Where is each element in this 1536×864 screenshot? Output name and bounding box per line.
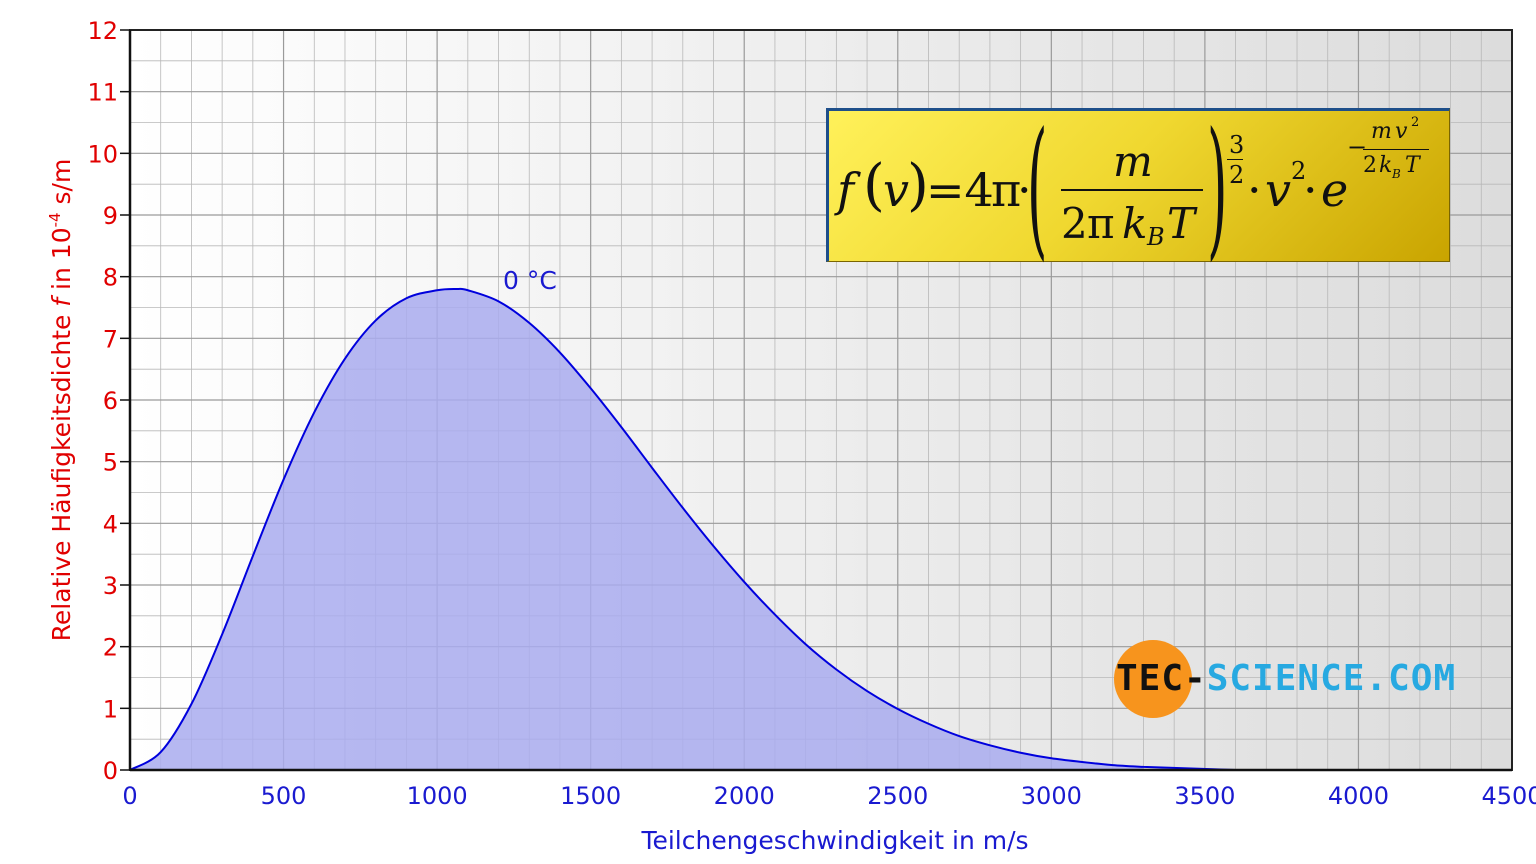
formula-f: f bbox=[837, 163, 855, 217]
series-area-fill bbox=[130, 288, 1144, 770]
formula-e-num-m: m bbox=[1371, 119, 1392, 144]
formula-exp-den: 2 bbox=[1229, 161, 1245, 189]
formula-v: v bbox=[883, 163, 909, 217]
formula-denom-k: k bbox=[1122, 199, 1148, 248]
tec-science-logo: TEC-SCIENCE.COM bbox=[1112, 640, 1492, 720]
x-tick-labels: 0 500 1000 1500 2000 2500 3000 3500 4000 4500 bbox=[122, 782, 1536, 810]
x-tick-label: 1000 bbox=[407, 782, 468, 810]
y-tick-label: 4 bbox=[103, 510, 118, 538]
formula-dot-3: · bbox=[1303, 163, 1318, 217]
formula-denom-2: 2 bbox=[1061, 199, 1088, 248]
formula-e-den-k: k bbox=[1379, 153, 1393, 178]
formula-v2-exp: 2 bbox=[1291, 157, 1307, 185]
y-tick-label: 8 bbox=[103, 264, 118, 292]
formula-e-fraction-bar bbox=[1363, 149, 1429, 150]
formula-v2-v: v bbox=[1265, 163, 1291, 217]
formula-e-minus: − bbox=[1347, 133, 1368, 161]
y-tick-label: 3 bbox=[103, 572, 118, 600]
formula-big-rparen: ) bbox=[1207, 101, 1228, 275]
x-tick-label: 2000 bbox=[714, 782, 775, 810]
formula-box: f ( v ) =4 π · ( m 2 π k B T ) 3 2 · v 2… bbox=[826, 101, 1450, 275]
formula-e-den-2: 2 bbox=[1363, 153, 1377, 178]
x-tick-label: 4500 bbox=[1481, 782, 1536, 810]
y-tick-label: 11 bbox=[87, 79, 118, 107]
x-tick-label: 0 bbox=[122, 782, 137, 810]
y-tick-label: 1 bbox=[103, 695, 118, 723]
logo-circle-icon bbox=[1114, 640, 1192, 718]
x-tick-label: 2500 bbox=[867, 782, 928, 810]
formula-pi: π bbox=[991, 163, 1022, 217]
formula-m: m bbox=[1113, 137, 1153, 186]
x-tick-label: 3000 bbox=[1021, 782, 1082, 810]
x-tick-label: 500 bbox=[261, 782, 307, 810]
formula-exp-bar bbox=[1227, 159, 1243, 160]
y-axis-label: Relative Häufigkeitsdichte f in 10-4 s/m bbox=[46, 159, 76, 642]
formula-denom-T: T bbox=[1167, 199, 1196, 248]
series-line bbox=[129, 287, 1512, 771]
x-tick-label: 1500 bbox=[560, 782, 621, 810]
formula-e-den-B: B bbox=[1392, 167, 1401, 181]
formula-e-num-exp: 2 bbox=[1411, 115, 1420, 130]
formula-dot: · bbox=[1017, 163, 1032, 217]
y-tick-label: 9 bbox=[103, 202, 118, 230]
formula-e-den-T: T bbox=[1405, 153, 1420, 178]
y-tick-label: 5 bbox=[103, 449, 118, 477]
logo-text: TEC-SCIENCE.COM bbox=[1116, 658, 1457, 699]
formula-eq-coef: =4 bbox=[926, 163, 994, 217]
formula-dot-2: · bbox=[1247, 163, 1262, 217]
formula-rparen: ) bbox=[907, 153, 929, 218]
series-label: 0 °C bbox=[503, 266, 557, 295]
formula-exp-num: 3 bbox=[1229, 131, 1245, 159]
formula-lparen: ( bbox=[863, 153, 885, 218]
y-tick-label: 6 bbox=[103, 387, 118, 415]
formula-denom-pi: π bbox=[1087, 199, 1115, 248]
y-tick-label: 0 bbox=[103, 757, 118, 785]
y-tick-label: 2 bbox=[103, 634, 118, 662]
y-tick-label: 12 bbox=[87, 17, 118, 45]
x-tick-label: 4000 bbox=[1328, 782, 1389, 810]
formula-e: e bbox=[1321, 163, 1349, 217]
x-tick-label: 3500 bbox=[1174, 782, 1235, 810]
formula-big-lparen: ( bbox=[1027, 101, 1048, 275]
y-tick-label: 7 bbox=[103, 325, 118, 353]
formula-denom-B: B bbox=[1147, 223, 1165, 251]
y-tick-label: 10 bbox=[87, 140, 118, 168]
formula-fraction-bar bbox=[1061, 189, 1203, 191]
formula-e-num-v: v bbox=[1395, 119, 1408, 144]
x-axis-label: Teilchengeschwindigkeit in m/s bbox=[640, 826, 1028, 855]
